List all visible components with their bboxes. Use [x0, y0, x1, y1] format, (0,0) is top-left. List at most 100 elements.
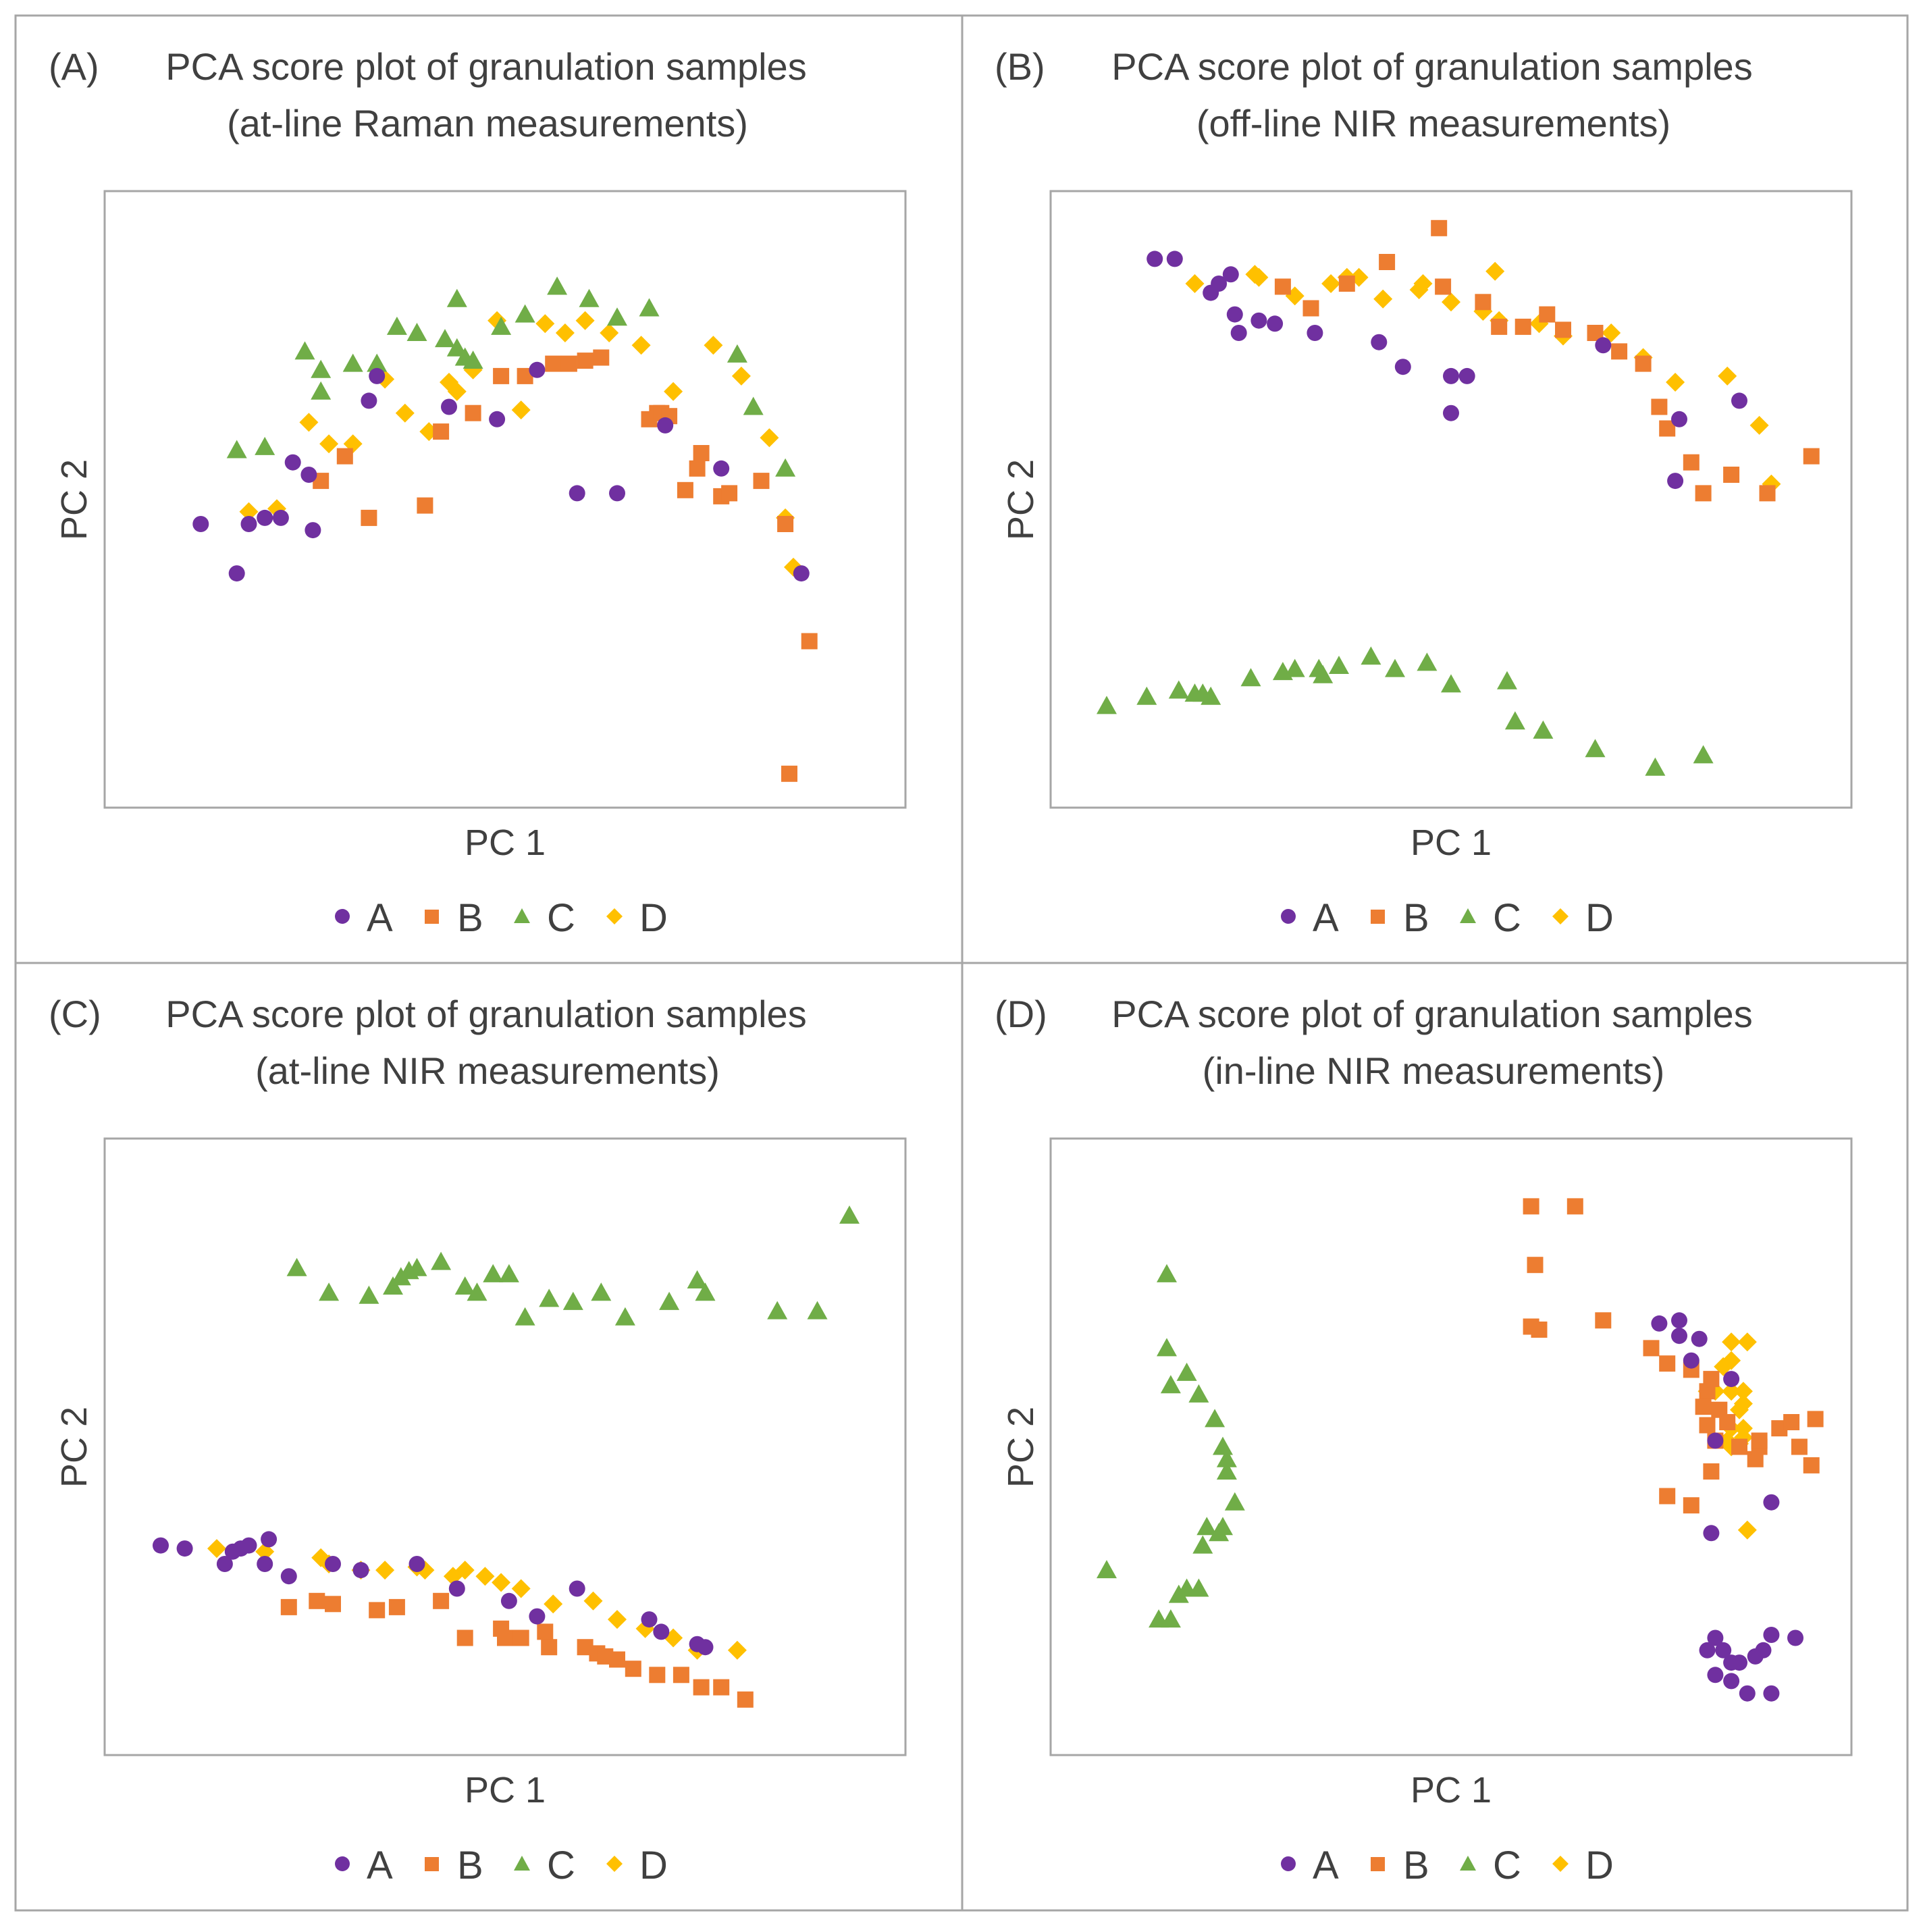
scatter-point-a-13: [500, 1592, 517, 1609]
scatter-point-d-18: [1666, 373, 1685, 392]
scatter-point-d-13: [535, 314, 555, 334]
scatter-point-c-7: [431, 1251, 452, 1270]
scatter-point-d-16: [1737, 1520, 1757, 1540]
scatter-point-c-14: [491, 316, 512, 335]
scatter-point-d-5: [375, 1561, 395, 1580]
scatter-point-a-14: [529, 1608, 546, 1625]
scatter-point-c-14: [1192, 1535, 1213, 1554]
panel-c-subtitle: (at-line NIR measurements): [255, 1049, 720, 1092]
legend-marker-c: [514, 1856, 530, 1871]
legend-label-a: A: [1313, 1844, 1339, 1887]
scatter-point-a-5: [240, 1537, 257, 1554]
scatter-point-a-7: [1250, 312, 1267, 329]
scatter-point-c-18: [687, 1270, 708, 1288]
scatter-point-a-16: [713, 460, 730, 477]
scatter-point-b-0: [1523, 1198, 1539, 1215]
scatter-point-b-5: [1435, 278, 1452, 295]
scatter-point-b-23: [1803, 1457, 1820, 1473]
scatter-point-b-11: [541, 1639, 558, 1656]
legend-marker-d: [1552, 1856, 1569, 1872]
scatter-point-b-16: [1731, 1438, 1747, 1455]
scatter-point-c-4: [1176, 1362, 1197, 1381]
panel-c-plot-area: [103, 1137, 907, 1756]
scatter-point-d-16: [600, 323, 619, 342]
scatter-point-c-0: [286, 1257, 307, 1276]
scatter-point-b-13: [1635, 355, 1652, 372]
scatter-point-b-2: [1527, 1257, 1544, 1274]
scatter-point-b-9: [512, 1629, 529, 1646]
scatter-point-a-1: [1166, 251, 1183, 267]
scatter-point-b-20: [721, 485, 738, 502]
scatter-point-c-17: [659, 1291, 680, 1310]
scatter-point-b-7: [1491, 318, 1508, 335]
scatter-point-c-11: [1329, 656, 1349, 674]
scatter-point-a-19: [697, 1639, 714, 1656]
scatter-point-b-15: [609, 1651, 625, 1668]
scatter-point-a-7: [305, 522, 321, 539]
scatter-point-a-13: [1458, 367, 1475, 384]
legend-marker-a: [1281, 1856, 1296, 1871]
scatter-point-c-15: [591, 1282, 612, 1301]
scatter-point-c-21: [743, 396, 764, 415]
scatter-point-b-11: [593, 349, 610, 366]
panel-c-y-axis-label: PC 2: [54, 1407, 95, 1488]
scatter-point-c-15: [1441, 674, 1461, 693]
panel-a-legend: A B C D: [335, 896, 668, 940]
scatter-point-c-17: [1504, 711, 1525, 730]
scatter-point-c-15: [515, 304, 535, 323]
scatter-point-c-22: [775, 458, 796, 477]
legend-label-c: C: [547, 896, 575, 940]
scatter-point-b-10: [1703, 1371, 1720, 1388]
scatter-point-d-12: [1485, 261, 1505, 281]
scatter-point-b-10: [577, 353, 594, 369]
scatter-point-a-1: [176, 1540, 193, 1557]
scatter-point-b-1: [336, 448, 353, 465]
panel-d-legend: A B C D: [1281, 1844, 1614, 1887]
scatter-point-d-9: [1733, 1394, 1753, 1413]
scatter-point-b-12: [1611, 343, 1628, 360]
scatter-point-a-17: [1787, 1629, 1803, 1646]
scatter-point-a-11: [489, 411, 506, 427]
scatter-point-a-2: [240, 516, 257, 532]
scatter-point-d-7: [1373, 289, 1393, 309]
scatter-point-d-2: [299, 413, 319, 432]
scatter-point-c-13: [1385, 658, 1405, 677]
scatter-point-a-2: [216, 1556, 233, 1572]
scatter-point-c-6: [367, 353, 388, 372]
scatter-point-b-10: [537, 1623, 554, 1640]
scatter-point-a-4: [1222, 266, 1239, 283]
scatter-point-a-15: [569, 1580, 585, 1597]
scatter-point-b-6: [1643, 1340, 1660, 1357]
scatter-point-a-9: [1707, 1629, 1724, 1646]
panel-b-title: PCA score plot of granulation samples: [1111, 45, 1752, 88]
scatter-point-c-8: [1216, 1448, 1237, 1467]
scatter-point-b-8: [497, 1629, 513, 1646]
scatter-point-c-10: [1313, 664, 1334, 683]
legend-label-d: D: [1585, 1844, 1614, 1887]
panel-d-label: (D): [995, 993, 1047, 1035]
scatter-point-a-13: [569, 485, 585, 502]
scatter-point-b-21: [1783, 1414, 1800, 1430]
scatter-point-c-10: [483, 1263, 504, 1282]
scatter-point-d-14: [555, 323, 575, 342]
scatter-point-a-6: [257, 1556, 273, 1572]
scatter-point-a-7: [261, 1531, 278, 1548]
legend-label-b: B: [457, 1844, 483, 1887]
legend-marker-d: [606, 908, 623, 924]
scatter-point-a-6: [300, 467, 317, 483]
scatter-point-c-2: [294, 341, 315, 360]
panel-b-legend: A B C D: [1281, 896, 1614, 940]
scatter-point-a-12: [1443, 367, 1459, 384]
scatter-point-c-6: [406, 1257, 427, 1276]
scatter-point-b-23: [801, 633, 818, 650]
panel-a-y-axis-label: PC 2: [54, 459, 95, 540]
scatter-point-d-9: [455, 1561, 475, 1580]
scatter-point-a-11: [1394, 359, 1411, 375]
scatter-point-c-2: [1168, 680, 1189, 699]
scatter-point-b-4: [1531, 1322, 1548, 1338]
scatter-point-d-3: [319, 434, 339, 454]
scatter-point-d-19: [1718, 366, 1737, 386]
scatter-point-b-21: [753, 473, 770, 490]
scatter-point-a-9: [325, 1556, 341, 1572]
scatter-point-c-0: [1097, 1560, 1117, 1579]
